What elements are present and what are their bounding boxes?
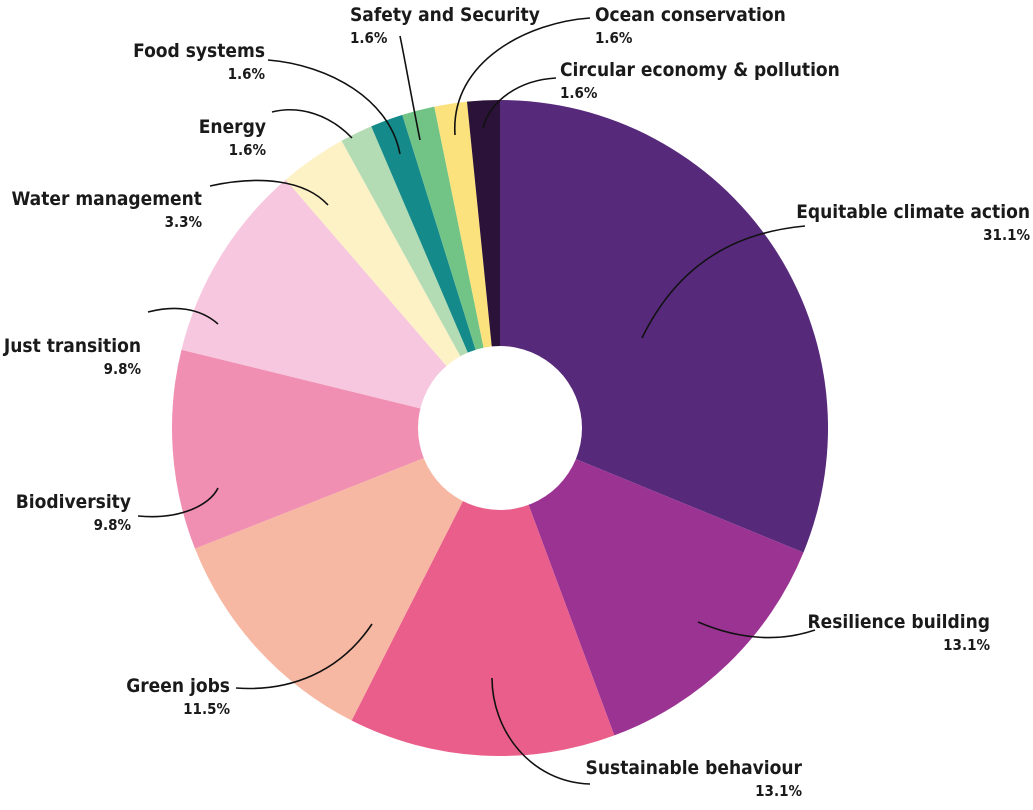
value-sustainable-behaviour: 13.1% [755,782,802,800]
leader-line-circular-economy-pollution [482,77,557,129]
label-resilience-building: Resilience building [807,611,990,633]
value-food-systems: 1.6% [228,65,266,83]
slice-biodiversity [171,349,501,549]
label-just-transition: Just transition [3,335,141,357]
slice-resilience-building [500,428,804,736]
slice-sustainable-behaviour [351,428,615,757]
slice-water-management [285,140,500,428]
label-sustainable-behaviour: Sustainable behaviour [586,757,803,779]
value-green-jobs: 11.5% [183,700,230,718]
label-food-systems: Food systems [133,40,265,62]
label-equitable-climate-action: Equitable climate action [796,201,1030,223]
slice-equitable-climate-action [500,100,829,553]
leader-line-equitable-climate-action [641,225,806,339]
value-resilience-building: 13.1% [943,636,990,654]
pie-slices [171,100,829,757]
value-safety-and-security: 1.6% [350,29,388,47]
slice-labels: Equitable climate action 31.1% Resilience … [3,4,1031,800]
label-energy: Energy [199,116,266,138]
leader-line-safety-and-security [399,35,421,141]
leader-line-sustainable-behaviour [491,677,591,785]
leader-line-food-systems [267,59,401,155]
label-safety-and-security: Safety and Security [350,4,540,26]
leader-line-ocean-conservation [454,17,591,136]
slice-just-transition [181,179,501,428]
value-biodiversity: 9.8% [94,516,132,534]
slice-green-jobs [194,428,501,721]
slice-ocean-conservation [434,101,500,429]
label-circular-economy-pollution: Circular economy & pollution [560,59,840,81]
slice-safety-and-security [402,106,500,429]
slice-food-systems [371,114,500,428]
leader-line-green-jobs [235,623,373,690]
label-water-management: Water management [11,188,202,210]
value-circular-economy-pollution: 1.6% [560,84,598,102]
leader-line-water-management [209,179,329,206]
value-energy: 1.6% [229,141,267,159]
slice-energy [341,126,500,428]
value-ocean-conservation: 1.6% [595,29,633,47]
label-biodiversity: Biodiversity [16,491,131,513]
donut-hole [418,346,582,510]
leader-line-resilience-building [697,621,816,639]
leader-line-biodiversity [137,487,219,518]
leader-lines [137,17,816,785]
value-just-transition: 9.8% [104,360,142,378]
slice-circular-economy-pollution [466,100,500,428]
leader-line-just-transition [147,307,219,325]
value-equitable-climate-action: 31.1% [983,226,1030,244]
leader-line-energy [271,109,353,139]
value-water-management: 3.3% [165,213,203,231]
label-green-jobs: Green jobs [126,675,230,697]
label-ocean-conservation: Ocean conservation [595,4,786,26]
